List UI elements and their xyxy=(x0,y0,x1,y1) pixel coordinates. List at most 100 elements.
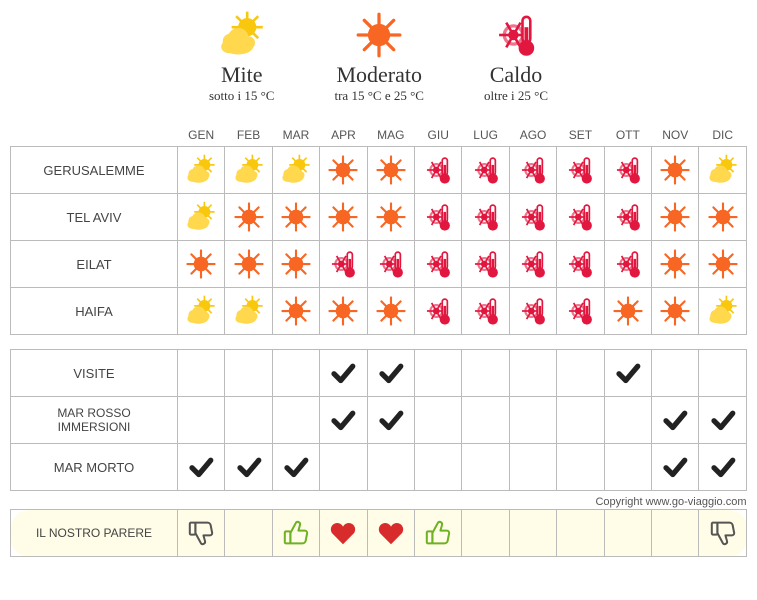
cell xyxy=(225,288,272,335)
cell xyxy=(509,194,556,241)
table-row: TEL AVIV xyxy=(11,194,747,241)
cell xyxy=(604,444,651,491)
cell xyxy=(367,241,414,288)
cell xyxy=(699,397,747,444)
cell xyxy=(272,397,319,444)
cell xyxy=(509,444,556,491)
cell xyxy=(177,194,224,241)
month-header: GEN xyxy=(177,124,224,147)
cell xyxy=(462,241,509,288)
cell xyxy=(652,288,699,335)
cell xyxy=(367,510,414,557)
cell xyxy=(652,241,699,288)
copyright: Copyright www.go-viaggio.com xyxy=(11,495,747,510)
sun-icon xyxy=(334,10,423,60)
cell xyxy=(415,510,462,557)
cell xyxy=(415,241,462,288)
row-label: IL NOSTRO PARERE xyxy=(11,510,178,557)
table-row: HAIFA xyxy=(11,288,747,335)
cell xyxy=(415,397,462,444)
cell xyxy=(557,350,604,397)
cell xyxy=(652,510,699,557)
row-label: MAR ROSSOIMMERSIONI xyxy=(11,397,178,444)
cell xyxy=(462,288,509,335)
month-header: APR xyxy=(320,124,367,147)
month-header: GIU xyxy=(415,124,462,147)
table-row: MAR ROSSOIMMERSIONI xyxy=(11,397,747,444)
main-table: GENFEBMARAPRMAGGIULUGAGOSETOTTNOVDIC GER… xyxy=(10,124,747,557)
legend-mild: Mite sotto i 15 °C xyxy=(209,10,275,104)
cell xyxy=(225,397,272,444)
cell xyxy=(652,194,699,241)
legend-hot-sub: oltre i 25 °C xyxy=(484,88,548,104)
cell xyxy=(604,241,651,288)
cell xyxy=(225,241,272,288)
cell xyxy=(415,350,462,397)
cell xyxy=(320,241,367,288)
legend-hot: Caldo oltre i 25 °C xyxy=(484,10,548,104)
row-label: EILAT xyxy=(11,241,178,288)
table-row: IL NOSTRO PARERE xyxy=(11,510,747,557)
cell xyxy=(699,147,747,194)
month-header: MAG xyxy=(367,124,414,147)
cell xyxy=(699,444,747,491)
cell xyxy=(320,397,367,444)
cell xyxy=(177,147,224,194)
cell xyxy=(509,397,556,444)
opinion-group: IL NOSTRO PARERE xyxy=(11,510,747,557)
table-row: EILAT xyxy=(11,241,747,288)
row-label: VISITE xyxy=(11,350,178,397)
cell xyxy=(557,444,604,491)
cell xyxy=(225,194,272,241)
cell xyxy=(177,288,224,335)
cell xyxy=(177,444,224,491)
row-label: GERUSALEMME xyxy=(11,147,178,194)
row-label: HAIFA xyxy=(11,288,178,335)
month-header-row: GENFEBMARAPRMAGGIULUGAGOSETOTTNOVDIC xyxy=(11,124,747,147)
cell xyxy=(367,444,414,491)
legend-moderate-title: Moderato xyxy=(334,62,423,88)
legend-mild-sub: sotto i 15 °C xyxy=(209,88,275,104)
cell xyxy=(367,288,414,335)
legend-mild-title: Mite xyxy=(209,62,275,88)
cell xyxy=(604,510,651,557)
row-label: MAR MORTO xyxy=(11,444,178,491)
legend-hot-title: Caldo xyxy=(484,62,548,88)
sun-cloud-icon xyxy=(209,10,275,60)
cell xyxy=(462,194,509,241)
cell xyxy=(509,510,556,557)
month-header: FEB xyxy=(225,124,272,147)
month-header: AGO xyxy=(509,124,556,147)
cell xyxy=(557,147,604,194)
cell xyxy=(367,147,414,194)
month-header: LUG xyxy=(462,124,509,147)
month-header: OTT xyxy=(604,124,651,147)
cell xyxy=(699,288,747,335)
cell xyxy=(225,350,272,397)
cell xyxy=(177,510,224,557)
cell xyxy=(557,194,604,241)
activity-group: VISITE MAR ROSSOIMMERSIONI MAR MORTO xyxy=(11,350,747,491)
cell xyxy=(272,444,319,491)
cell xyxy=(272,288,319,335)
cell xyxy=(272,194,319,241)
cell xyxy=(652,444,699,491)
cell xyxy=(320,194,367,241)
cell xyxy=(320,147,367,194)
cell xyxy=(225,444,272,491)
table-row: MAR MORTO xyxy=(11,444,747,491)
cell xyxy=(367,397,414,444)
cell xyxy=(320,510,367,557)
cell xyxy=(462,444,509,491)
cell xyxy=(320,444,367,491)
cell xyxy=(415,147,462,194)
cell xyxy=(177,397,224,444)
cell xyxy=(604,350,651,397)
cell xyxy=(415,288,462,335)
cell xyxy=(557,288,604,335)
cell xyxy=(225,147,272,194)
cell xyxy=(604,147,651,194)
cell xyxy=(557,510,604,557)
cell xyxy=(699,510,747,557)
month-header: MAR xyxy=(272,124,319,147)
